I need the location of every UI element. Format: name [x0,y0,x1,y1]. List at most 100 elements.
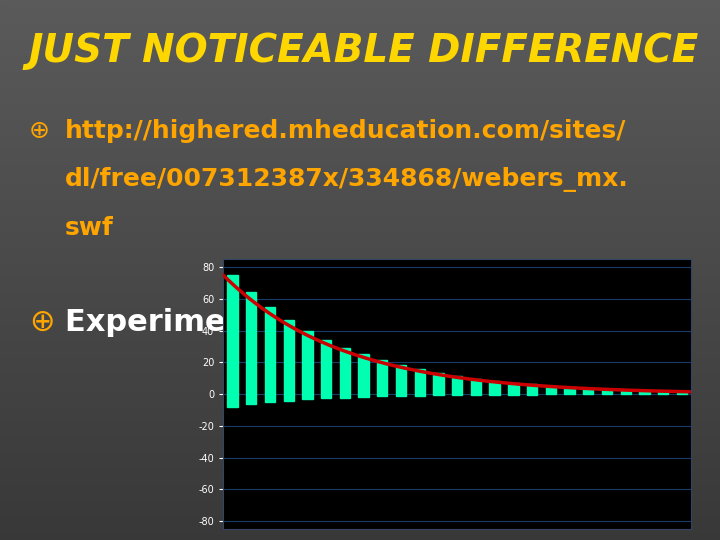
Bar [0,138,720,140]
Bar [0,402,720,405]
Bar [0,262,720,265]
Bar [0,259,720,262]
Bar [0,273,720,275]
Bar [0,78,720,81]
Bar [0,0,720,3]
Bar [0,378,720,381]
Bar [0,221,720,224]
Bar [0,197,720,200]
Bar [0,232,720,235]
Bar [0,108,720,111]
Bar [0,537,720,540]
Bar [0,370,720,373]
Text: JUST NOTICEABLE DIFFERENCE: JUST NOTICEABLE DIFFERENCE [29,32,699,70]
Bar [0,130,720,132]
Bar [0,481,720,483]
Bar [433,373,444,395]
Bar [0,194,720,197]
Bar [508,383,518,395]
Bar [0,73,720,76]
Bar [0,173,720,176]
Bar [490,381,500,395]
Bar [0,524,720,526]
Bar [0,157,720,159]
Bar [0,521,720,524]
Bar [546,386,556,395]
Bar [0,124,720,127]
Bar [284,320,294,401]
Bar [452,376,462,395]
Bar [0,300,720,302]
Bar [0,62,720,65]
Bar [0,500,720,502]
Bar [359,354,369,397]
Bar [0,518,720,521]
Bar [415,369,425,396]
Bar [0,127,720,130]
Bar [0,389,720,392]
Bar [0,111,720,113]
Bar [0,148,720,151]
Bar [0,248,720,251]
Text: Experiment with sounds: Experiment with sounds [65,308,480,337]
Bar [0,397,720,400]
Bar [0,178,720,181]
Bar [0,81,720,84]
Bar [0,143,720,146]
Bar [0,454,720,456]
Bar [0,105,720,108]
Bar [0,475,720,478]
Bar [0,14,720,16]
Bar [0,443,720,445]
Bar [0,486,720,489]
Bar [0,321,720,324]
Bar [0,256,720,259]
Bar [0,356,720,359]
Bar [0,216,720,219]
Bar [0,224,720,227]
Bar [0,464,720,467]
Bar [0,508,720,510]
Bar [0,472,720,475]
Bar [0,30,720,32]
Bar [0,284,720,286]
Bar [0,510,720,513]
Bar [0,57,720,59]
Bar [0,435,720,437]
Bar [0,68,720,70]
Bar [0,181,720,184]
Bar [0,186,720,189]
Bar [0,440,720,443]
Bar [0,162,720,165]
Bar [0,408,720,410]
Bar [0,467,720,470]
Bar [0,424,720,427]
Bar [0,413,720,416]
Bar [0,100,720,103]
Bar [0,11,720,14]
Bar [246,292,256,404]
Bar [0,526,720,529]
Bar [0,351,720,354]
Bar [0,270,720,273]
Bar [0,22,720,24]
Bar [0,532,720,535]
Bar [0,202,720,205]
Bar [0,329,720,332]
Bar [0,119,720,122]
Bar [0,392,720,394]
Bar [0,243,720,246]
Bar [0,246,720,248]
Bar [0,286,720,289]
Bar [0,97,720,100]
Bar [0,70,720,73]
Bar [0,335,720,338]
Bar [0,400,720,402]
Bar [0,235,720,238]
Bar [0,497,720,500]
Bar [0,146,720,148]
Bar [583,388,593,394]
Bar [0,154,720,157]
Bar [602,389,612,394]
Bar [677,392,687,394]
